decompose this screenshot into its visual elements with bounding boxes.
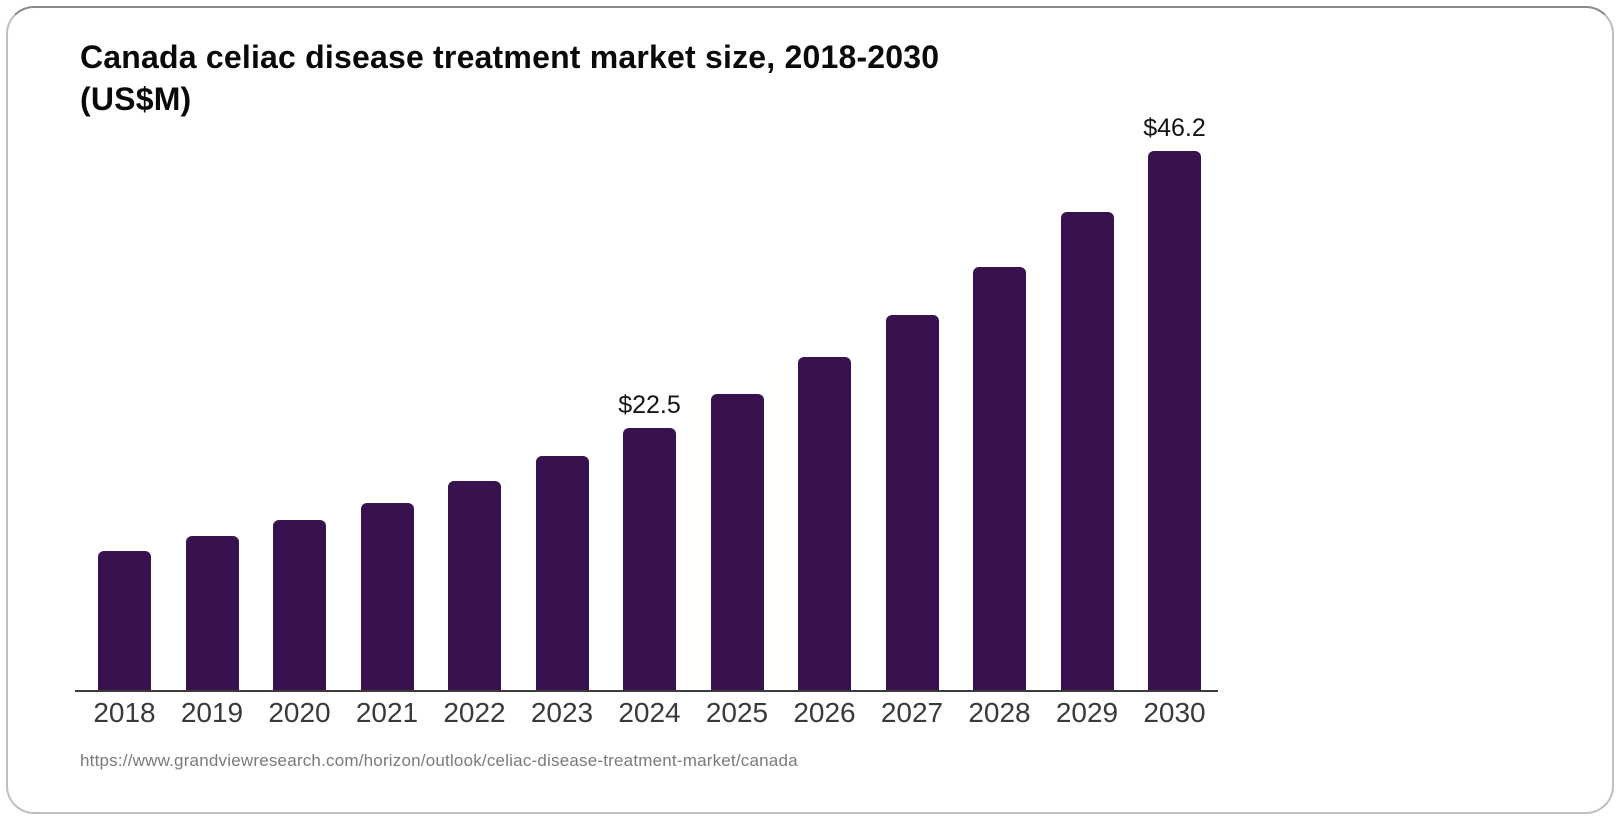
bar-2020	[273, 519, 326, 690]
x-tick-label-2029: 2029	[1055, 697, 1119, 728]
x-axis-line	[75, 690, 1218, 692]
bar-2027	[885, 314, 939, 690]
bar-2028	[973, 266, 1026, 690]
x-tick-label-2023: 2023	[530, 697, 594, 728]
plot-area: $22.5 $46.2	[75, 114, 1218, 692]
bar-2026	[798, 356, 851, 690]
x-tick-label-2022: 2022	[443, 697, 506, 728]
x-tick-label-2018: 2018	[93, 697, 156, 728]
bar-2018	[98, 551, 151, 690]
bar-2022	[448, 481, 501, 690]
x-tick-label-2019: 2019	[180, 697, 244, 728]
chart-title-line1: Canada celiac disease treatment market s…	[80, 39, 940, 75]
x-tick-label-2027: 2027	[880, 697, 944, 728]
bar-2024	[623, 427, 676, 690]
bar-2029	[1060, 211, 1114, 690]
x-tick-label-2020: 2020	[268, 697, 331, 728]
bar-2021	[360, 503, 414, 690]
x-tick-label-2028: 2028	[968, 697, 1031, 728]
source-url: https://www.grandviewresearch.com/horizo…	[80, 751, 798, 770]
x-tick-label-2025: 2025	[705, 697, 769, 728]
x-axis-labels: 2018 2019 2020 2021 2022 2023 2024 2025 2026 2027…	[75, 697, 1218, 733]
chart-title-line2: (US$M)	[80, 81, 192, 117]
x-tick-label-2026: 2026	[793, 697, 856, 728]
chart-title: Canada celiac disease treatment market s…	[80, 36, 939, 120]
x-tick-label-2030: 2030	[1143, 697, 1206, 728]
x-tick-label-2021: 2021	[355, 697, 419, 728]
value-label-2024: $22.5	[618, 390, 681, 419]
bar-2019	[185, 536, 239, 690]
x-tick-label-2024: 2024	[618, 697, 681, 728]
bar-2025	[710, 393, 764, 690]
bar-2023	[535, 455, 589, 690]
value-label-2030: $46.2	[1143, 114, 1206, 143]
bar-2030	[1148, 151, 1201, 690]
